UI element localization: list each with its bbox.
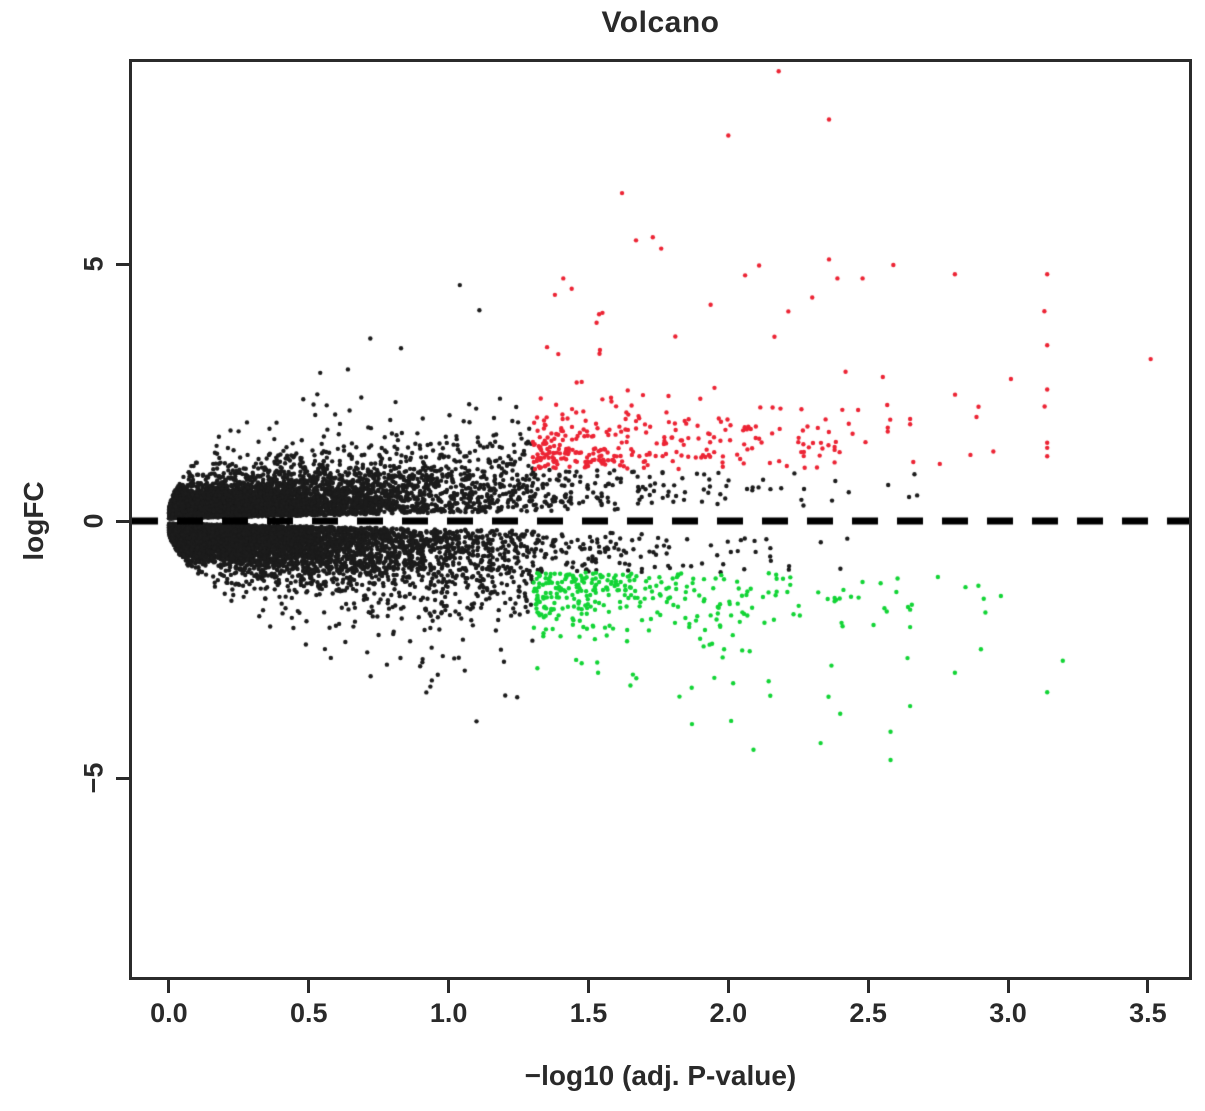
x-tick-label: 0.0 [150,998,188,1028]
x-tick-label: 2.5 [849,998,887,1028]
x-tick-label: 3.5 [1129,998,1167,1028]
x-tick-mark [307,980,311,993]
x-tick-mark [167,980,171,993]
x-tick-label: 0.5 [289,998,328,1028]
x-tick-mark [586,980,590,993]
x-tick-mark [1146,980,1150,993]
x-tick-mark [1006,980,1010,993]
x-tick-mark [447,980,451,993]
y-axis-label: logFC [18,481,49,561]
x-tick-mark [726,980,730,993]
y-tick-label: 0 [78,513,109,529]
y-tick-label: −5 [78,762,109,794]
x-tick-label: 3.0 [989,998,1027,1028]
x-tick-label: 1.0 [429,998,468,1028]
x-tick-label: 1.5 [569,998,608,1028]
y-tick-mark [116,519,129,523]
y-tick-mark [116,262,129,266]
chart-title: Volcano [601,6,720,39]
y-tick-mark [116,776,129,780]
y-tick-label: 5 [78,256,109,272]
x-axis-label: −log10 (adj. P-value) [524,1060,797,1091]
x-tick-mark [866,980,870,993]
scatter-canvas [132,62,1189,977]
x-tick-label: 2.0 [709,998,748,1028]
